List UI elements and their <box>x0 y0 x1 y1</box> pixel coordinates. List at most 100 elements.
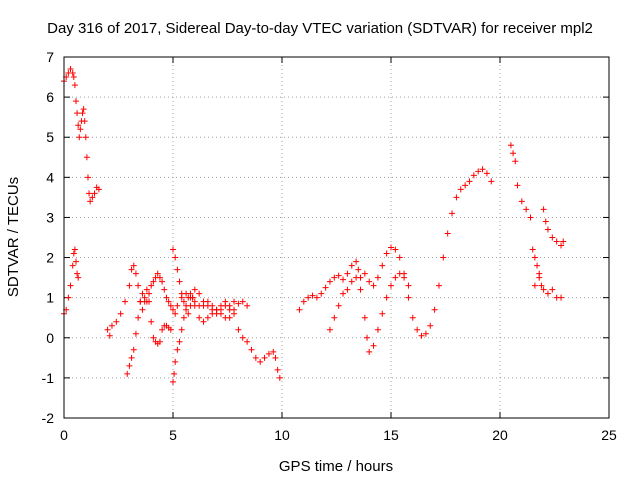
data-point <box>82 134 89 141</box>
x-tick-label: 10 <box>274 427 290 443</box>
series-group <box>296 166 495 339</box>
data-point <box>235 326 242 333</box>
data-point <box>540 206 547 213</box>
data-point <box>538 282 545 289</box>
data-point <box>172 358 179 365</box>
data-point <box>139 290 146 297</box>
data-point <box>549 234 556 241</box>
data-point <box>70 250 77 257</box>
data-point <box>239 334 246 341</box>
data-point <box>479 166 486 173</box>
data-point <box>239 298 246 305</box>
data-point <box>91 190 98 197</box>
data-point <box>172 254 179 261</box>
data-point <box>108 322 115 329</box>
data-point <box>87 198 94 205</box>
data-point <box>150 278 157 285</box>
data-point <box>370 282 377 289</box>
data-point <box>159 278 166 285</box>
data-point <box>449 210 456 217</box>
data-point <box>113 318 120 325</box>
data-point <box>191 286 198 293</box>
data-point <box>170 246 176 253</box>
data-point <box>128 266 135 273</box>
data-point <box>536 270 543 277</box>
data-point <box>213 310 220 317</box>
data-point <box>309 292 316 299</box>
data-point <box>176 278 183 285</box>
data-point <box>170 306 176 313</box>
data-point <box>542 218 549 225</box>
data-point <box>65 294 72 301</box>
data-point <box>518 198 525 205</box>
data-point <box>117 310 124 317</box>
data-point <box>80 106 87 113</box>
data-point <box>272 354 279 361</box>
data-point <box>176 338 183 345</box>
data-point <box>187 302 194 309</box>
data-point <box>130 262 137 269</box>
data-point <box>322 284 329 291</box>
data-point <box>89 194 96 201</box>
data-point <box>440 254 447 261</box>
x-tick-label: 15 <box>383 427 399 443</box>
data-point <box>340 276 347 283</box>
data-point <box>137 298 144 305</box>
data-point <box>344 286 351 293</box>
data-point <box>331 314 338 321</box>
data-point <box>165 298 172 305</box>
y-tick-label: 2 <box>46 250 54 266</box>
series-group <box>61 66 102 205</box>
data-point <box>141 294 148 301</box>
data-point <box>405 282 412 289</box>
data-point <box>126 362 133 369</box>
data-point <box>396 270 403 277</box>
data-point <box>226 306 233 313</box>
data-point <box>405 294 412 301</box>
data-point <box>388 244 394 251</box>
y-tick-label: 5 <box>46 129 54 145</box>
data-point <box>553 238 560 245</box>
data-point <box>180 314 187 321</box>
data-point <box>510 150 517 157</box>
data-point <box>276 374 283 381</box>
data-point <box>74 270 81 277</box>
data-point <box>167 302 174 309</box>
data-point <box>139 306 146 313</box>
data-point <box>364 334 371 341</box>
data-point <box>331 274 338 281</box>
data-point <box>296 306 303 313</box>
data-point <box>374 274 381 281</box>
x-tick-label: 25 <box>601 427 617 443</box>
data-point <box>252 354 259 361</box>
data-point <box>514 182 521 189</box>
x-tick-label: 5 <box>169 427 177 443</box>
data-point <box>167 326 174 333</box>
data-point <box>340 290 347 297</box>
grid-lines <box>64 57 609 418</box>
data-point <box>353 258 360 265</box>
data-point <box>174 266 181 273</box>
data-point <box>183 306 190 313</box>
data-point <box>71 246 78 253</box>
data-point <box>422 330 429 337</box>
data-point <box>106 332 113 339</box>
data-point <box>86 190 93 197</box>
series-group <box>507 142 565 301</box>
data-point <box>75 122 82 129</box>
data-point <box>132 330 139 337</box>
data-point <box>231 298 238 305</box>
data-point <box>366 348 373 355</box>
data-point <box>483 170 490 177</box>
data-point <box>414 326 421 333</box>
data-point <box>527 214 534 221</box>
data-point <box>126 282 133 289</box>
data-point <box>170 378 176 385</box>
data-point <box>558 294 565 301</box>
data-point <box>355 266 362 273</box>
data-point <box>353 274 360 281</box>
data-point <box>374 326 381 333</box>
y-tick-label: 7 <box>46 49 54 65</box>
data-point <box>135 282 142 289</box>
x-axis-label: GPS time / hours <box>279 458 393 475</box>
